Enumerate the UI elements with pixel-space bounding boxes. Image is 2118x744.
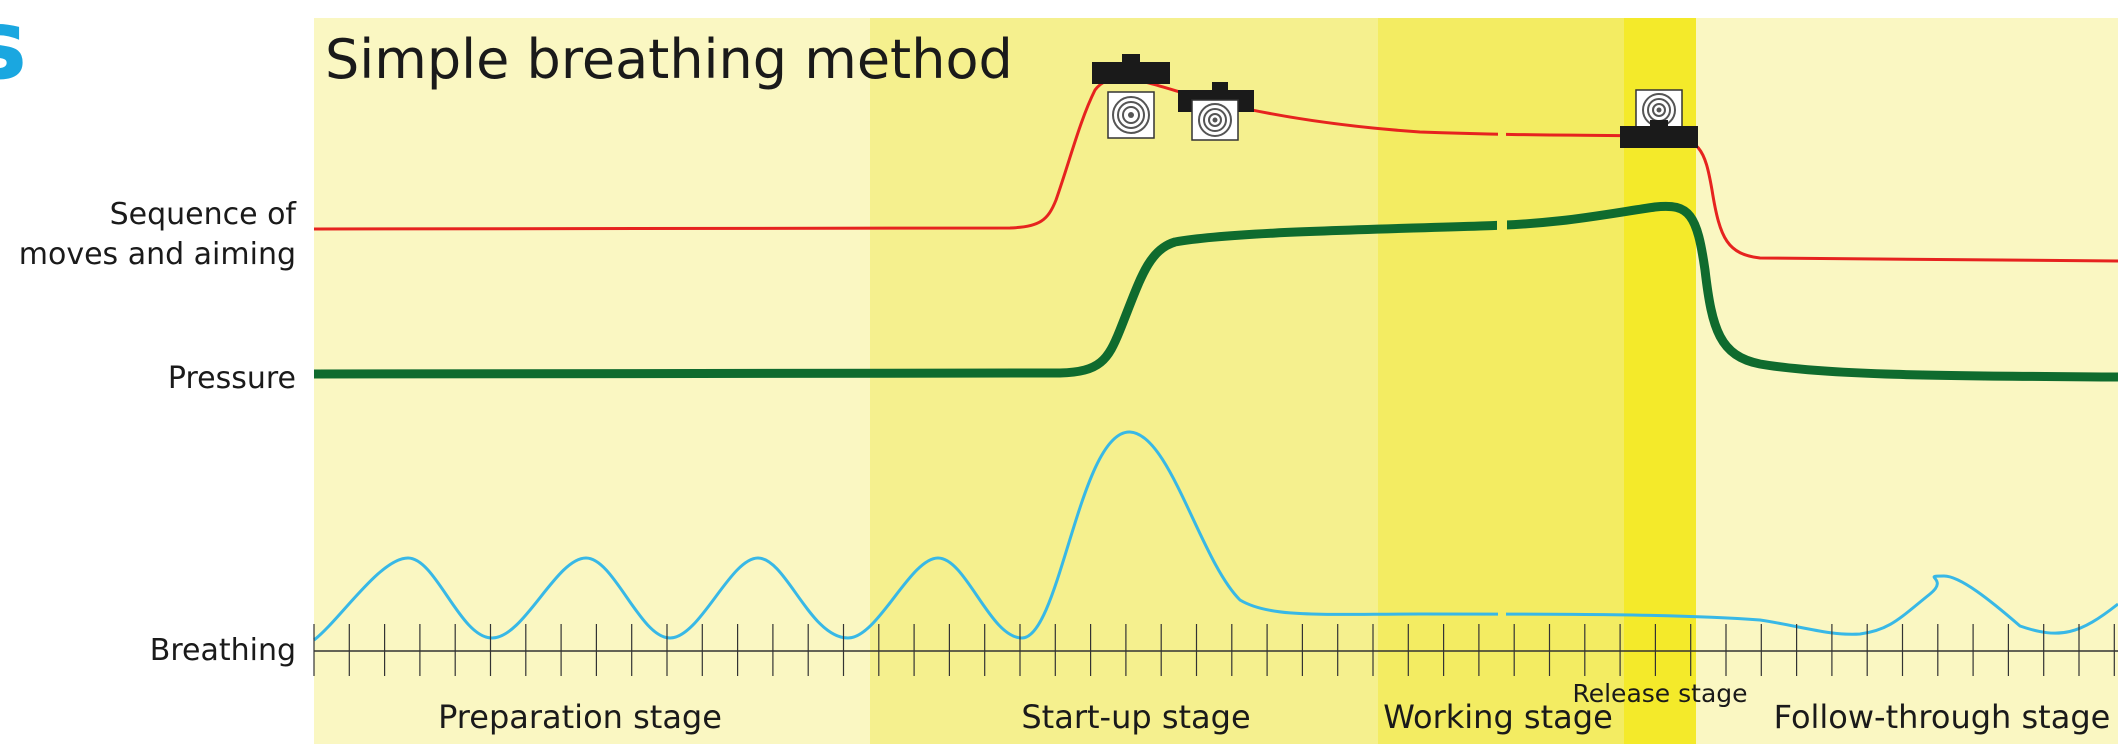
pressure-line	[313, 201, 2118, 382]
rifle-sight-icon	[1620, 120, 1698, 148]
axis-ticks	[313, 624, 2115, 676]
stage-label-release: Release stage	[1572, 679, 1747, 708]
band-working	[1378, 18, 1624, 744]
target-icon	[1107, 91, 1155, 139]
stage-label-preparation: Preparation stage	[438, 698, 722, 736]
stage-label-startup: Start-up stage	[1021, 698, 1250, 736]
sequence-break-mark	[1498, 126, 1506, 138]
band-startup	[870, 18, 1378, 744]
label-pressure: Pressure	[168, 361, 296, 396]
band-preparation	[314, 18, 870, 744]
label-sequence-line1: Sequence of	[110, 197, 298, 232]
target-icon	[1191, 99, 1239, 141]
label-breathing: Breathing	[150, 633, 296, 668]
pressure-break-mark	[1497, 216, 1507, 234]
breathing-break-mark	[1498, 606, 1506, 620]
rifle-sight-icon	[1092, 54, 1170, 84]
label-sequence-line2: moves and aiming	[19, 237, 296, 272]
logo-fragment: s	[0, 0, 27, 101]
diagram-title: Simple breathing method	[325, 28, 1013, 91]
breathing-line	[313, 430, 2118, 642]
stage-label-working: Working stage	[1383, 698, 1613, 736]
sequence-line	[313, 77, 2118, 263]
stage-label-follow-through: Follow-through stage	[1774, 698, 2111, 736]
